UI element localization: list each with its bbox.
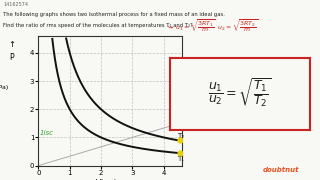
Text: ↑: ↑ xyxy=(8,40,15,49)
Text: $\dfrac{u_1}{u_2} = \sqrt{\dfrac{T_1}{T_2}}$: $\dfrac{u_1}{u_2} = \sqrt{\dfrac{T_1}{T_… xyxy=(208,77,272,110)
Text: P: P xyxy=(10,53,14,62)
X-axis label: V(m³)→: V(m³)→ xyxy=(96,179,124,180)
Text: T₂: T₂ xyxy=(177,133,185,139)
Text: (10⁴ Pa): (10⁴ Pa) xyxy=(0,84,8,90)
Text: doubtnut: doubtnut xyxy=(262,167,299,173)
Text: 1isc: 1isc xyxy=(40,130,54,136)
Text: T₁: T₁ xyxy=(177,156,184,162)
Text: Find the ratio of rms speed of the molecules at temperatures T₁ and T₂?: Find the ratio of rms speed of the molec… xyxy=(3,22,193,28)
Text: 14162574: 14162574 xyxy=(3,2,28,7)
Text: $\hookrightarrow$ $u_1 = \sqrt{\dfrac{3RT_1}{m}}$  $u_2 = \sqrt{\dfrac{3RT_2}{m}: $\hookrightarrow$ $u_1 = \sqrt{\dfrac{3R… xyxy=(166,18,259,34)
Text: The following graphs shows two isothermal process for a fixed mass of an ideal g: The following graphs shows two isotherma… xyxy=(3,12,225,17)
